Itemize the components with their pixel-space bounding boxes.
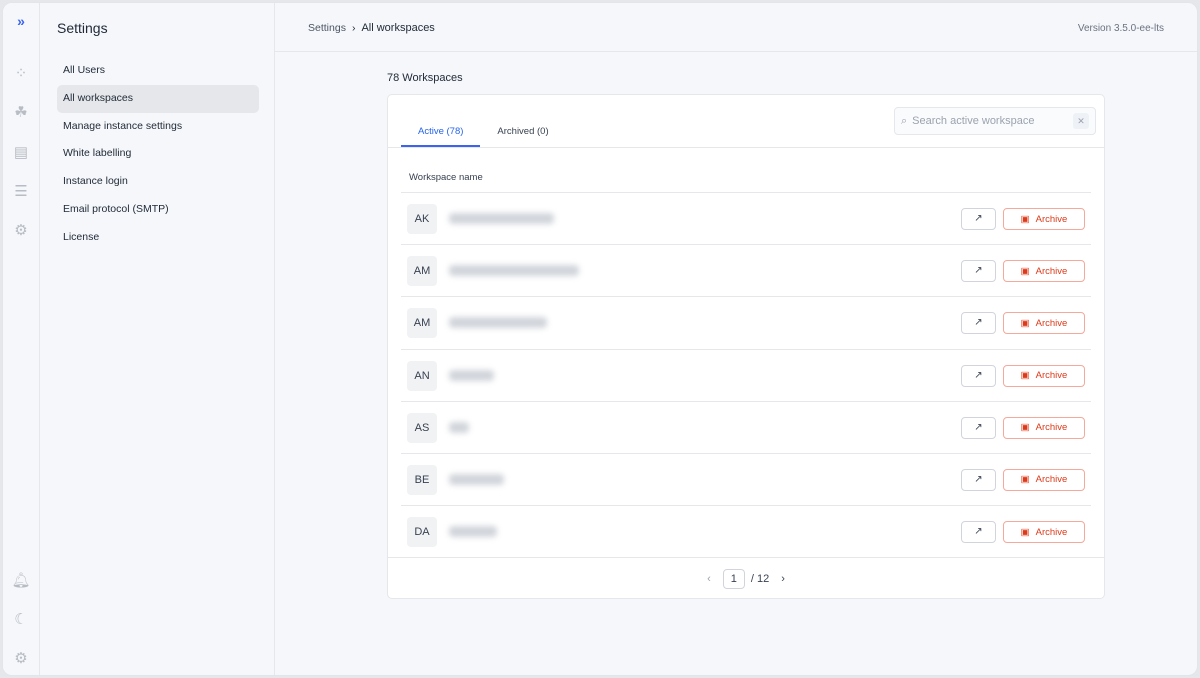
bell-icon[interactable]: 🔔︎: [11, 572, 31, 589]
workspace-avatar: AN: [407, 360, 437, 391]
search-placeholder: Search active workspace: [912, 115, 1035, 127]
workflow-icon[interactable]: ⚙: [14, 222, 28, 239]
external-link-icon: ↗: [974, 213, 983, 224]
table-row: BE ↗ ▣ Archive: [401, 452, 1091, 505]
divider: [388, 147, 1104, 148]
open-workspace-button[interactable]: ↗: [961, 260, 996, 283]
sidebar-item-manage-instance-settings[interactable]: Manage instance settings: [63, 119, 183, 132]
archive-icon: ▣: [1020, 526, 1030, 538]
external-link-icon: ↗: [974, 526, 983, 538]
header: Settings › All workspaces Version 3.5.0-ee…: [275, 3, 1197, 52]
workspace-name-blurred: [449, 265, 579, 277]
external-link-icon: ↗: [974, 421, 983, 433]
table-row: AM ↗ ▣ Archive: [401, 244, 1091, 296]
chevron-right-icon: ›: [351, 22, 356, 34]
database-icon[interactable]: ☰: [14, 183, 28, 200]
archive-icon: ▣: [1020, 474, 1030, 486]
archive-icon: ▣: [1020, 317, 1030, 329]
open-workspace-button[interactable]: ↗: [961, 208, 996, 230]
workspace-count: 78 Workspaces: [387, 72, 463, 84]
archive-button[interactable]: ▣ Archive: [1003, 468, 1085, 491]
archive-button[interactable]: ▣ Archive: [1003, 208, 1085, 230]
sidebar-item-instance-login[interactable]: Instance login: [63, 175, 128, 188]
sidebar-item-all-workspaces[interactable]: All workspaces: [57, 84, 259, 113]
archive-label: Archive: [1035, 265, 1068, 277]
logo-icon[interactable]: »: [17, 13, 25, 29]
workspace-avatar: AM: [407, 256, 437, 287]
workspaces-card: Active (78) Archived (0) ⌕ Search active…: [387, 94, 1105, 599]
archive-label: Archive: [1035, 370, 1068, 382]
sidebar-item-license[interactable]: License: [63, 230, 100, 243]
archive-button[interactable]: ▣ Archive: [1003, 260, 1085, 283]
workspace-avatar: AK: [407, 204, 437, 234]
table-row: DA ↗ ▣ Archive: [401, 505, 1091, 557]
external-link-icon: ↗: [974, 265, 983, 277]
table-row: AN ↗ ▣ Archive: [401, 348, 1091, 401]
column-header-workspace-name: Workspace name: [409, 172, 483, 183]
settings-sidebar: Settings All Users All workspaces Manage…: [40, 3, 275, 675]
table-row: AS ↗ ▣ Archive: [401, 400, 1091, 453]
table-row: AM ↗ ▣ Archive: [401, 296, 1091, 348]
icon-rail: » ⁘ ☘ ▤ ☰ ⚙ 🔔︎ ☾ ⚙: [3, 3, 40, 675]
archive-button[interactable]: ▣ Archive: [1003, 364, 1085, 387]
open-workspace-button[interactable]: ↗: [961, 416, 996, 439]
apps-icon[interactable]: ⁘: [14, 65, 28, 82]
archive-icon: ▣: [1020, 265, 1030, 277]
archive-label: Archive: [1035, 213, 1068, 225]
archive-label: Archive: [1035, 474, 1068, 486]
gear-icon[interactable]: ⚙: [14, 650, 28, 667]
tab-archived[interactable]: Archived (0): [497, 126, 549, 137]
tab-active[interactable]: Active (78): [401, 117, 481, 147]
archive-button[interactable]: ▣ Archive: [1003, 521, 1085, 544]
prev-page-icon[interactable]: ‹: [707, 572, 711, 585]
workspace-name-blurred: [449, 317, 547, 329]
breadcrumb: Settings › All workspaces: [308, 22, 435, 34]
version-label: Version 3.5.0-ee-lts: [1077, 23, 1164, 34]
external-link-icon: ↗: [974, 317, 983, 329]
external-link-icon: ↗: [974, 369, 983, 381]
workspace-name-blurred: [449, 526, 497, 538]
table-row: AK ↗ ▣ Archive: [401, 192, 1091, 244]
breadcrumb-current: All workspaces: [361, 22, 435, 34]
archive-label: Archive: [1035, 317, 1068, 329]
archive-button[interactable]: ▣ Archive: [1003, 416, 1085, 439]
external-link-icon: ↗: [974, 473, 983, 485]
workspace-avatar: AM: [407, 308, 437, 339]
sidebar-item-all-users[interactable]: All Users: [63, 64, 106, 76]
workspace-name-blurred: [449, 421, 469, 433]
workspace-name-blurred: [449, 473, 504, 485]
components-icon[interactable]: ☘: [14, 104, 28, 121]
open-workspace-button[interactable]: ↗: [961, 364, 996, 387]
archive-label: Archive: [1035, 526, 1068, 538]
workspace-avatar: BE: [407, 464, 437, 495]
archive-button[interactable]: ▣ Archive: [1003, 312, 1085, 335]
workspace-name-blurred: [449, 213, 554, 224]
archive-icon: ▣: [1020, 213, 1030, 225]
search-icon: ⌕: [901, 114, 908, 127]
next-page-icon[interactable]: ›: [781, 572, 785, 585]
workspace-name-blurred: [449, 369, 494, 381]
table-icon[interactable]: ▤: [13, 144, 29, 161]
moon-icon[interactable]: ☾: [14, 611, 28, 628]
sidebar-item-smtp[interactable]: Email protocol (SMTP): [63, 202, 169, 215]
workspace-list: AK ↗ ▣ Archive AM ↗ ▣ Archive AM ↗ ▣ Archive A…: [401, 192, 1091, 557]
sidebar-title: Settings: [57, 20, 108, 36]
archive-icon: ▣: [1020, 370, 1030, 382]
archive-label: Archive: [1035, 422, 1068, 434]
open-workspace-button[interactable]: ↗: [961, 521, 996, 544]
page-number-input[interactable]: 1: [722, 568, 745, 589]
clear-search-icon[interactable]: ✕: [1073, 113, 1089, 129]
open-workspace-button[interactable]: ↗: [961, 312, 996, 335]
archive-icon: ▣: [1020, 422, 1030, 434]
search-input[interactable]: ⌕ Search active workspace ✕: [894, 107, 1096, 135]
sidebar-item-white-labelling[interactable]: White labelling: [63, 147, 132, 160]
open-workspace-button[interactable]: ↗: [961, 468, 996, 491]
workspace-avatar: DA: [407, 517, 437, 548]
workspace-avatar: AS: [407, 412, 437, 443]
breadcrumb-root[interactable]: Settings: [308, 22, 346, 34]
pagination: ‹ 1 / 12 ›: [388, 557, 1104, 599]
page-total: / 12: [750, 572, 770, 585]
